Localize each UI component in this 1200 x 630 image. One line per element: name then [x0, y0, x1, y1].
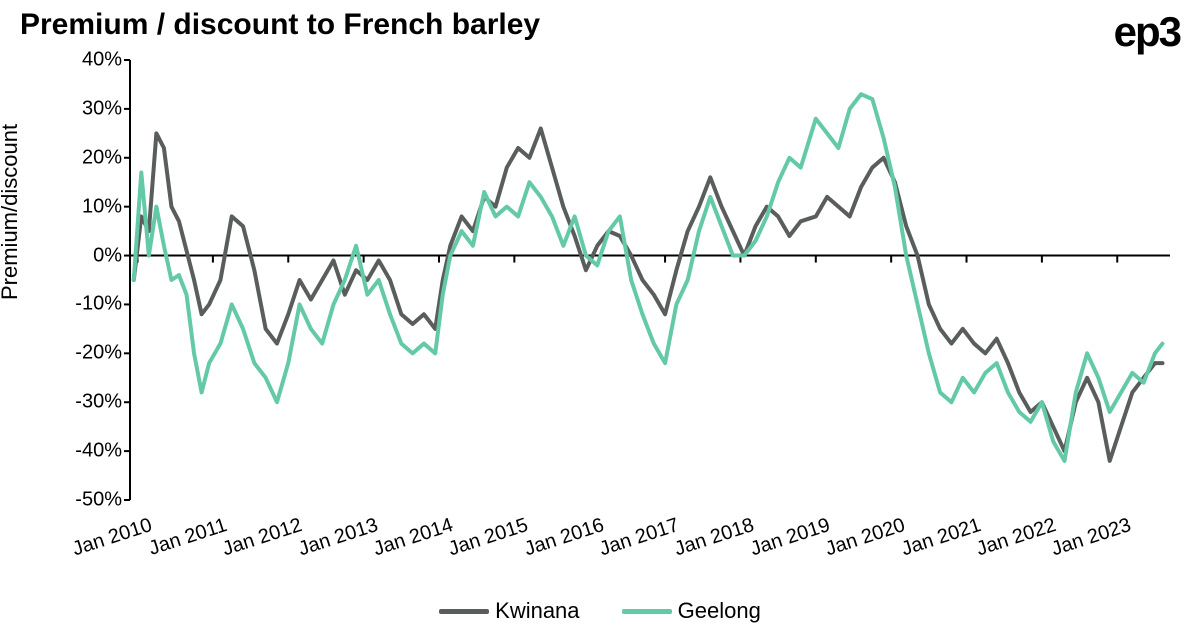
legend-label-kwinana: Kwinana [495, 598, 579, 624]
legend-label-geelong: Geelong [678, 598, 761, 624]
y-tick-label: -40% [60, 440, 122, 463]
legend-swatch-kwinana [439, 609, 489, 614]
y-tick-label: -20% [60, 342, 122, 365]
y-tick-label: -10% [60, 293, 122, 316]
y-tick-label: 40% [60, 49, 122, 72]
y-tick-label: 20% [60, 146, 122, 169]
y-axis-label: Premium/discount [0, 124, 23, 300]
chart-svg [60, 40, 1180, 600]
chart-area: -50%-40%-30%-20%-10%0%10%20%30%40% Jan 2… [60, 40, 1180, 600]
legend-item-geelong: Geelong [622, 598, 761, 624]
y-tick-label: -50% [60, 489, 122, 512]
y-tick-label: 30% [60, 97, 122, 120]
legend: Kwinana Geelong [0, 594, 1200, 625]
chart-title: Premium / discount to French barley [20, 8, 540, 42]
y-tick-label: -30% [60, 391, 122, 414]
y-tick-label: 10% [60, 195, 122, 218]
legend-item-kwinana: Kwinana [439, 598, 579, 624]
legend-swatch-geelong [622, 609, 672, 614]
y-tick-label: 0% [60, 244, 122, 267]
